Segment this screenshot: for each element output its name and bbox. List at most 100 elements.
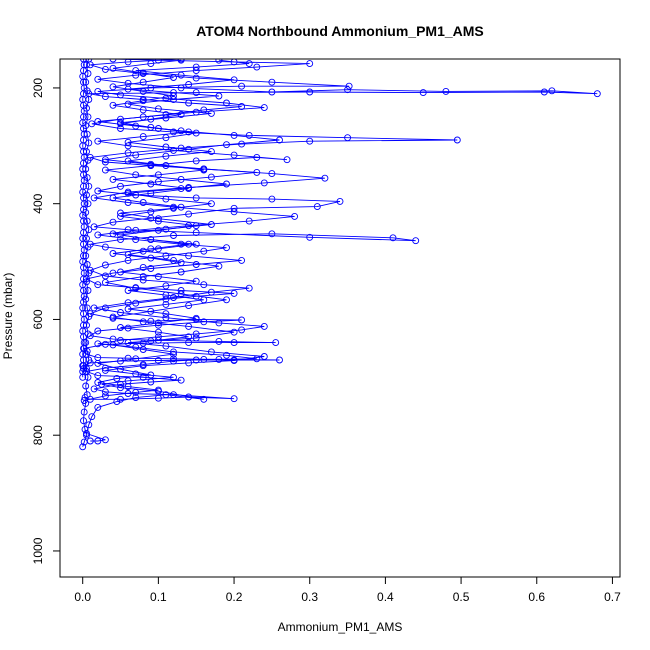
data-point (260, 179, 268, 187)
data-point (215, 262, 223, 270)
data-point (85, 226, 93, 234)
data-point (162, 114, 170, 122)
data-point (82, 208, 90, 216)
data-point (80, 59, 87, 63)
data-point (101, 392, 109, 400)
data-point (192, 277, 200, 285)
data-point (117, 268, 124, 276)
data-point (162, 282, 170, 290)
data-point (230, 339, 238, 347)
data-point (117, 365, 124, 373)
data-point (215, 337, 223, 345)
data-point (117, 91, 124, 99)
data-point (177, 111, 185, 119)
data-point (185, 81, 193, 88)
data-point (230, 151, 238, 159)
data-point (88, 413, 96, 421)
data-point (86, 437, 94, 445)
data-point (139, 263, 147, 271)
data-point (139, 199, 147, 206)
data-point (185, 302, 193, 310)
data-point (192, 314, 200, 322)
data-point (260, 104, 268, 112)
data-point (94, 231, 102, 239)
data-point (230, 204, 238, 212)
data-point (223, 99, 230, 107)
y-tick-label: 400 (31, 193, 45, 213)
series-line (84, 59, 212, 401)
data-point (101, 261, 109, 269)
data-point (90, 194, 98, 202)
data-point (336, 197, 344, 205)
data-point (260, 353, 268, 360)
data-point (177, 376, 185, 384)
data-point (245, 131, 253, 139)
data-point (139, 273, 147, 281)
data-point (185, 240, 193, 248)
data-point (200, 247, 208, 255)
data-point (223, 296, 230, 304)
data-point (94, 359, 102, 367)
x-tick-label: 0.2 (226, 590, 243, 604)
data-point (177, 59, 185, 63)
data-point (192, 157, 200, 165)
data-point (238, 316, 246, 324)
data-point (117, 231, 124, 239)
data-point (101, 158, 109, 166)
data-point (223, 351, 230, 359)
data-point (83, 217, 91, 225)
data-point (124, 305, 132, 313)
series-4 (80, 59, 215, 404)
y-tick-label: 600 (31, 309, 45, 329)
data-point (192, 261, 200, 268)
data-point (268, 78, 276, 86)
data-point (84, 373, 92, 381)
data-point (109, 194, 117, 202)
data-point (83, 391, 91, 399)
data-point (83, 104, 90, 112)
data-point (283, 156, 291, 164)
data-point (593, 90, 601, 98)
data-point (154, 245, 162, 253)
x-tick-label: 0.6 (528, 590, 545, 604)
series-1 (79, 59, 601, 451)
data-point (276, 136, 283, 144)
data-point (82, 252, 90, 260)
data-point (132, 171, 140, 179)
data-point (170, 92, 177, 100)
data-point (162, 94, 170, 102)
data-point (83, 234, 90, 242)
data-point (223, 180, 230, 188)
data-point (83, 130, 91, 138)
data-point (147, 180, 155, 188)
data-point (162, 310, 170, 318)
data-point (139, 276, 147, 284)
data-point (124, 85, 132, 93)
data-layer (79, 59, 601, 451)
data-point (80, 408, 88, 416)
data-point (117, 120, 124, 128)
data-point (82, 165, 90, 173)
data-point (82, 295, 90, 303)
data-point (154, 321, 162, 329)
data-point (238, 140, 246, 148)
data-point (170, 348, 177, 356)
data-point (268, 230, 276, 238)
data-point (192, 229, 200, 237)
data-point (200, 281, 208, 289)
data-point (291, 212, 299, 220)
data-point (80, 417, 87, 425)
data-point (132, 394, 140, 402)
data-point (85, 139, 93, 147)
data-point (154, 171, 162, 179)
data-point (260, 322, 268, 330)
data-point (109, 64, 117, 72)
data-point (147, 189, 155, 197)
data-point (192, 129, 200, 137)
data-point (162, 300, 170, 308)
data-point (82, 78, 90, 86)
data-point (113, 398, 121, 406)
data-point (109, 341, 117, 349)
data-point (132, 299, 140, 307)
